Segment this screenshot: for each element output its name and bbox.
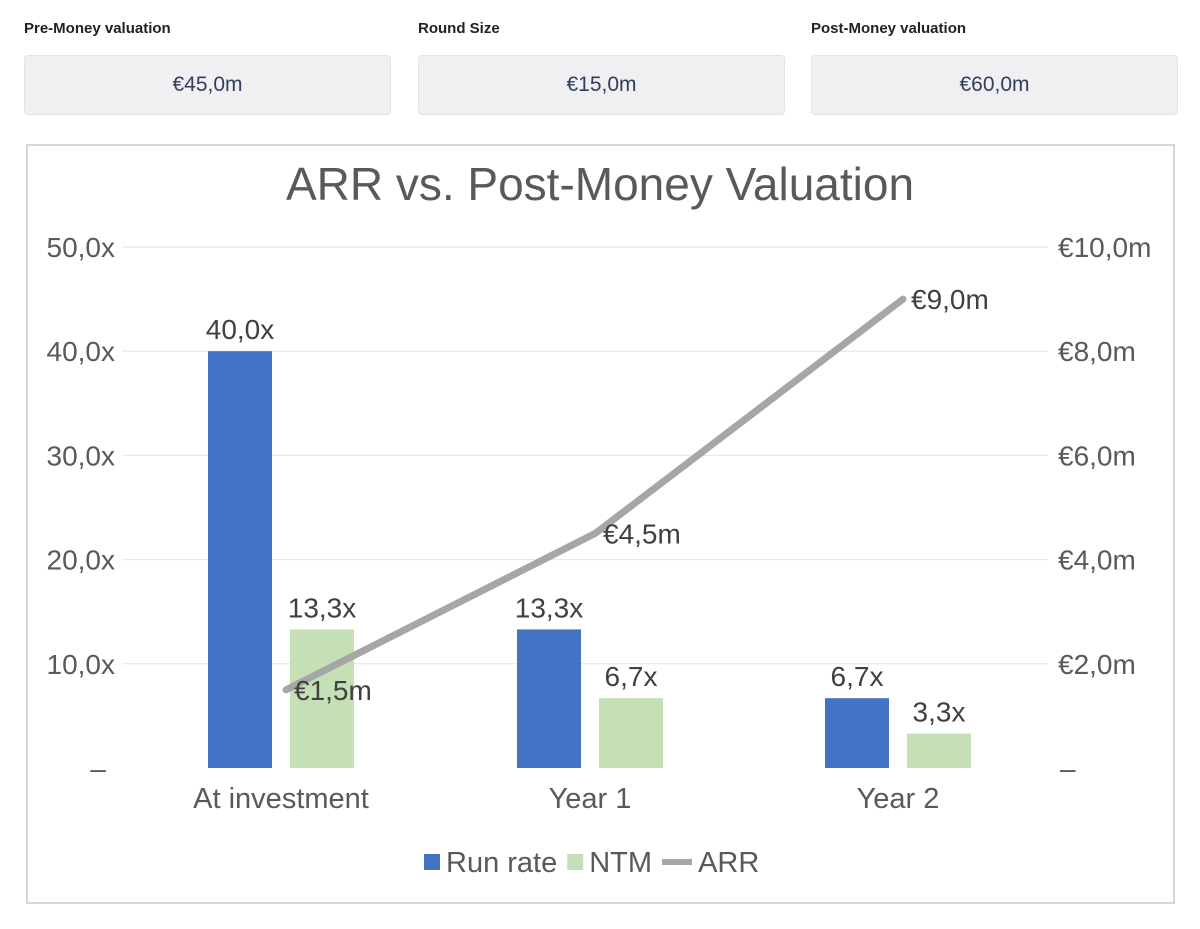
y-left-tick-label: 10,0x — [47, 649, 116, 680]
y-right-tick-label: €4,0m — [1058, 545, 1136, 576]
metric-post-money-value: €60,0m — [811, 55, 1178, 115]
y-right-tick-label: €10,0m — [1058, 232, 1151, 263]
data-label-arr: €9,0m — [911, 284, 989, 315]
legend-swatch-ntm — [567, 854, 584, 870]
data-label-arr: €1,5m — [294, 675, 372, 706]
x-tick-label: At investment — [193, 783, 369, 815]
bar-ntm — [907, 733, 971, 768]
y-right-tick-label: €6,0m — [1058, 440, 1136, 471]
legend-label-arr: ARR — [698, 847, 759, 879]
bar-run-rate — [825, 698, 889, 768]
bar-run-rate — [208, 351, 272, 768]
x-tick-label: Year 2 — [857, 783, 940, 815]
y-right-tick-label: €2,0m — [1058, 649, 1136, 680]
data-label-run-rate: 40,0x — [206, 314, 275, 345]
data-label-run-rate: 13,3x — [515, 592, 584, 623]
metric-round-size-value: €15,0m — [418, 55, 785, 115]
metric-pre-money-label: Pre-Money valuation — [24, 20, 171, 37]
y-left-tick-label: 20,0x — [47, 545, 116, 576]
y-left-tick-label: 40,0x — [47, 336, 116, 367]
data-label-ntm: 13,3x — [288, 592, 357, 623]
legend-swatch-run-rate — [424, 854, 440, 870]
data-label-ntm: 3,3x — [913, 697, 966, 728]
x-tick-label: Year 1 — [549, 783, 632, 815]
bar-ntm — [290, 629, 354, 768]
bar-ntm — [599, 698, 663, 768]
legend-label-ntm: NTM — [589, 847, 652, 879]
metric-round-size-label: Round Size — [418, 20, 500, 37]
legend-label-run-rate: Run rate — [446, 847, 557, 879]
metric-post-money-label: Post-Money valuation — [811, 20, 967, 37]
y-left-tick-label: 30,0x — [47, 440, 116, 471]
y-right-tick-label: €8,0m — [1058, 336, 1136, 367]
data-label-run-rate: 6,7x — [831, 661, 884, 692]
line-arr — [282, 295, 907, 694]
chart-title: ARR vs. Post-Money Valuation — [286, 158, 914, 210]
data-label-ntm: 6,7x — [605, 661, 658, 692]
bar-run-rate — [517, 629, 581, 768]
y-right-tick-label: – — [1060, 753, 1076, 784]
metric-pre-money-value: €45,0m — [24, 55, 391, 115]
data-label-arr: €4,5m — [603, 519, 681, 550]
y-left-tick-label: 50,0x — [47, 232, 116, 263]
y-left-tick-label: – — [90, 753, 106, 784]
